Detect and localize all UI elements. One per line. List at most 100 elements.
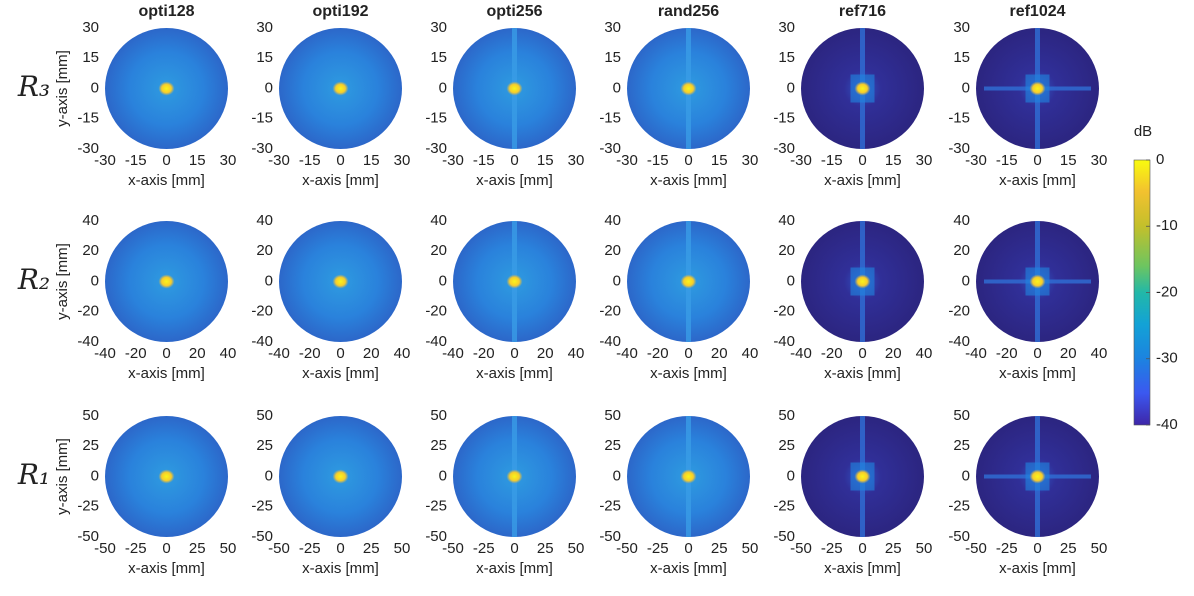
x-tick-label: 0	[858, 152, 866, 169]
y-tick-label: -25	[948, 498, 970, 515]
x-tick-label: 0	[1033, 152, 1041, 169]
row-label: R₁	[17, 458, 50, 491]
x-tick-label: 0	[684, 540, 692, 557]
colorbar-tick-label: -10	[1156, 217, 1178, 234]
y-tick-label: 0	[613, 467, 621, 484]
y-tick-label: 30	[604, 19, 621, 36]
y-tick-label: 40	[778, 212, 795, 229]
x-tick-label: 0	[336, 540, 344, 557]
x-tick-label: 25	[189, 540, 206, 557]
hotspot	[506, 469, 523, 484]
x-tick-label: -50	[965, 540, 987, 557]
x-tick-label: 40	[394, 345, 411, 362]
colorbar-tick-label: -20	[1156, 283, 1178, 300]
x-tick-label: 40	[220, 345, 237, 362]
y-tick-label: -25	[425, 498, 447, 515]
x-axis-label: x-axis [mm]	[650, 560, 727, 577]
x-axis-label: x-axis [mm]	[999, 560, 1076, 577]
x-tick-label: -50	[94, 540, 116, 557]
x-tick-label: 0	[858, 345, 866, 362]
hotspot	[1029, 469, 1046, 484]
x-axis-label: x-axis [mm]	[128, 365, 205, 382]
y-tick-label: 0	[787, 272, 795, 289]
y-tick-label: 0	[613, 272, 621, 289]
x-tick-label: -40	[94, 345, 116, 362]
y-tick-label: -20	[425, 303, 447, 320]
x-tick-label: 0	[510, 345, 518, 362]
y-tick-label: 40	[953, 212, 970, 229]
x-tick-label: 40	[1091, 345, 1108, 362]
y-tick-label: 20	[256, 242, 273, 259]
x-tick-label: -15	[821, 152, 843, 169]
x-tick-label: 0	[684, 345, 692, 362]
y-tick-label: -40	[251, 333, 273, 350]
y-tick-label: 40	[430, 212, 447, 229]
y-tick-label: 0	[962, 79, 970, 96]
x-tick-label: 0	[510, 152, 518, 169]
y-tick-label: -40	[425, 333, 447, 350]
y-tick-label: 50	[778, 407, 795, 424]
y-tick-label: 25	[604, 437, 621, 454]
y-tick-label: -30	[425, 140, 447, 157]
y-tick-label: 0	[613, 79, 621, 96]
y-tick-label: 30	[953, 19, 970, 36]
x-axis-label: x-axis [mm]	[999, 172, 1076, 189]
y-tick-label: 50	[953, 407, 970, 424]
x-tick-label: 25	[537, 540, 554, 557]
hotspot	[158, 81, 175, 96]
x-tick-label: -30	[442, 152, 464, 169]
y-tick-label: 0	[962, 467, 970, 484]
hotspot	[854, 81, 871, 96]
x-tick-label: 0	[510, 540, 518, 557]
y-tick-label: -25	[599, 498, 621, 515]
hotspot	[854, 274, 871, 289]
y-tick-label: -25	[251, 498, 273, 515]
y-tick-label: -30	[948, 140, 970, 157]
hotspot	[854, 469, 871, 484]
y-tick-label: 0	[265, 272, 273, 289]
x-tick-label: -40	[442, 345, 464, 362]
hotspot	[680, 274, 697, 289]
y-tick-label: 30	[430, 19, 447, 36]
y-tick-label: -20	[773, 303, 795, 320]
y-tick-label: 0	[439, 467, 447, 484]
x-tick-label: -15	[125, 152, 147, 169]
column-title: ref716	[839, 3, 886, 20]
y-tick-label: 25	[430, 437, 447, 454]
x-tick-label: 20	[363, 345, 380, 362]
x-tick-label: 0	[162, 540, 170, 557]
x-tick-label: 40	[568, 345, 585, 362]
colorbar-tick-label: -30	[1156, 350, 1178, 367]
x-axis-label: x-axis [mm]	[302, 365, 379, 382]
y-tick-label: 50	[430, 407, 447, 424]
x-tick-label: -20	[821, 345, 843, 362]
x-tick-label: -30	[965, 152, 987, 169]
x-tick-label: 0	[1033, 540, 1041, 557]
x-tick-label: 50	[220, 540, 237, 557]
x-tick-label: -25	[299, 540, 321, 557]
y-tick-label: 15	[256, 49, 273, 66]
y-tick-label: 0	[439, 272, 447, 289]
y-tick-label: -40	[948, 333, 970, 350]
y-tick-label: -50	[425, 528, 447, 545]
x-tick-label: 0	[162, 152, 170, 169]
x-axis-label: x-axis [mm]	[824, 172, 901, 189]
x-tick-label: -25	[821, 540, 843, 557]
x-axis-label: x-axis [mm]	[999, 365, 1076, 382]
y-tick-label: 40	[82, 212, 99, 229]
y-tick-label: 0	[787, 467, 795, 484]
y-tick-label: -15	[251, 110, 273, 127]
hotspot	[332, 469, 349, 484]
x-tick-label: 30	[1091, 152, 1108, 169]
x-tick-label: 30	[220, 152, 237, 169]
x-tick-label: -30	[616, 152, 638, 169]
x-tick-label: 30	[568, 152, 585, 169]
x-tick-label: 25	[1060, 540, 1077, 557]
column-title: ref1024	[1009, 3, 1065, 20]
y-tick-label: -30	[77, 140, 99, 157]
y-tick-label: 50	[256, 407, 273, 424]
hotspot	[1029, 274, 1046, 289]
x-tick-label: -30	[790, 152, 812, 169]
y-tick-label: -30	[251, 140, 273, 157]
